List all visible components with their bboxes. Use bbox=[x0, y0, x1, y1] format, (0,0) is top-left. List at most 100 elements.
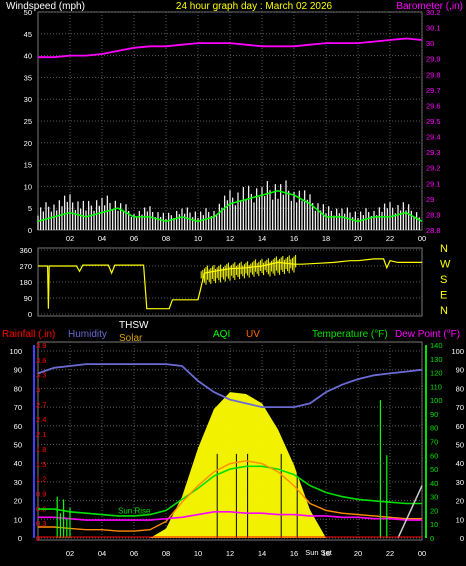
wind-x-tick: 08 bbox=[162, 234, 170, 243]
humidity-y-tick: 40 bbox=[14, 459, 22, 468]
humidity-y-tick: 50 bbox=[14, 441, 22, 450]
temperature-y-tick: 30 bbox=[430, 493, 438, 502]
graph-title: 24 hour graph day : March 02 2026 bbox=[176, 1, 333, 12]
temperature-line bbox=[38, 465, 422, 517]
temperature-y-ticks: 0 10 20 30 40 50 60 70 80 90 100 110 120 130 140 bbox=[430, 341, 443, 543]
legend-temperature: Temperature (°F) bbox=[312, 329, 388, 340]
rainfall-y-tick: 3 bbox=[36, 386, 40, 395]
wind-x-tick: 12 bbox=[226, 234, 234, 243]
barometer-y-tick: 29.4 bbox=[426, 133, 441, 142]
barometer-y-tick: 29.6 bbox=[426, 101, 441, 110]
temperature-y-tick: 130 bbox=[430, 355, 443, 364]
uv-y-tick: 10 bbox=[456, 515, 464, 524]
compass-label: N bbox=[440, 243, 448, 255]
bottom-x-tick: 22 bbox=[386, 549, 394, 558]
wind-x-ticks: 02 04 06 08 10 12 14 16 18 20 22 00 bbox=[66, 234, 426, 243]
bottom-x-tick: 18 bbox=[322, 549, 330, 558]
bottom-x-tick: 06 bbox=[130, 549, 138, 558]
direction-y-ticks: 0 90 180 270 360 bbox=[19, 246, 32, 319]
rainfall-y-tick: 3.6 bbox=[36, 356, 46, 365]
rainfall-y-tick: 2.4 bbox=[36, 415, 46, 424]
barometer-y-tick: 29.8 bbox=[426, 70, 441, 79]
temperature-y-tick: 0 bbox=[430, 534, 434, 543]
temperature-y-tick: 50 bbox=[430, 465, 438, 474]
wind-x-tick: 06 bbox=[130, 234, 138, 243]
barometer-line bbox=[38, 37, 423, 59]
uv-y-tick: 50 bbox=[456, 441, 464, 450]
windspeed-axis-title: Windspeed (mph) bbox=[6, 1, 85, 12]
uv-y-tick: 40 bbox=[456, 459, 464, 468]
legend-dew-point: Dew Point (°F) bbox=[395, 329, 460, 340]
bottom-x-tick: 10 bbox=[194, 549, 202, 558]
bottom-x-tick: 16 bbox=[290, 549, 298, 558]
wind-y-tick: 0 bbox=[28, 226, 32, 235]
direction-panel-grid bbox=[38, 249, 422, 315]
direction-y-tick: 270 bbox=[19, 262, 32, 271]
bottom-x-tick: 20 bbox=[354, 549, 362, 558]
rainfall-y-tick: 1.5 bbox=[36, 460, 46, 469]
barometer-y-tick: 28.9 bbox=[426, 210, 441, 219]
wind-y-tick: 40 bbox=[24, 52, 32, 61]
humidity-y-tick: 0 bbox=[18, 534, 22, 543]
barometer-y-tick: 29.5 bbox=[426, 117, 441, 126]
humidity-y-ticks: 0 10 20 30 40 50 60 70 80 90 100 bbox=[9, 347, 22, 543]
rainfall-y-tick: 3.3 bbox=[36, 371, 46, 380]
wind-y-ticks: 0 5 10 15 20 25 30 35 40 45 50 bbox=[24, 8, 32, 235]
bottom-x-tick: 08 bbox=[162, 549, 170, 558]
bottom-x-tick: 04 bbox=[98, 549, 106, 558]
uv-y-tick: 80 bbox=[456, 384, 464, 393]
wind-y-tick: 5 bbox=[28, 204, 32, 213]
barometer-axis-title: Barometer (,in) bbox=[396, 1, 463, 12]
wind-y-tick: 45 bbox=[24, 30, 32, 39]
temperature-y-tick: 40 bbox=[430, 479, 438, 488]
compass-label: S bbox=[440, 274, 447, 286]
sunset-label: Sun Set bbox=[305, 548, 333, 557]
barometer-y-tick: 29.9 bbox=[426, 55, 441, 64]
wind-x-tick: 20 bbox=[354, 234, 362, 243]
legend-solar: Solar bbox=[119, 333, 143, 344]
legend-rainfall: Rainfall (,in) bbox=[2, 329, 55, 340]
direction-y-tick: 0 bbox=[28, 310, 32, 319]
sunrise-label: Sun Rise bbox=[118, 506, 151, 515]
wind-x-tick: 18 bbox=[322, 234, 330, 243]
bottom-x-tick: 12 bbox=[226, 549, 234, 558]
uv-y-tick: 0 bbox=[460, 534, 464, 543]
uv-y-tick: 100 bbox=[451, 347, 464, 356]
uv-y-tick: 60 bbox=[456, 422, 464, 431]
humidity-y-tick: 100 bbox=[9, 347, 22, 356]
barometer-y-ticks: 28.8 28.9 29 29.1 29.2 29.3 29.4 29.5 29.6 29.7 29… bbox=[426, 8, 441, 235]
temperature-y-tick: 90 bbox=[430, 410, 438, 419]
legend-humidity: Humidity bbox=[68, 329, 107, 340]
uv-y-tick: 70 bbox=[456, 403, 464, 412]
wind-x-tick: 10 bbox=[194, 234, 202, 243]
humidity-y-tick: 10 bbox=[14, 515, 22, 524]
rainfall-y-tick: 1.2 bbox=[36, 475, 46, 484]
barometer-y-tick: 29 bbox=[426, 195, 434, 204]
wind-y-tick: 20 bbox=[24, 139, 32, 148]
wind-y-tick: 25 bbox=[24, 117, 32, 126]
barometer-y-tick: 29.1 bbox=[426, 179, 441, 188]
uv-y-tick: 90 bbox=[456, 366, 464, 375]
temperature-y-tick: 120 bbox=[430, 369, 443, 378]
humidity-y-tick: 60 bbox=[14, 422, 22, 431]
uv-y-tick: 30 bbox=[456, 478, 464, 487]
legend-aqi: AQI bbox=[213, 329, 230, 340]
direction-series-group bbox=[38, 255, 422, 310]
bottom-x-ticks: 02 04 06 08 10 12 14 16 18 20 22 00 bbox=[66, 549, 426, 558]
rainfall-y-tick: 2.7 bbox=[36, 400, 46, 409]
windspeed-average-line bbox=[37, 190, 423, 223]
solar-area bbox=[38, 392, 422, 538]
wind-y-tick: 15 bbox=[24, 161, 32, 170]
wind-y-tick: 10 bbox=[24, 182, 32, 191]
compass-label: E bbox=[440, 290, 447, 302]
wind-y-tick: 50 bbox=[24, 8, 32, 17]
uv-y-tick: 20 bbox=[456, 497, 464, 506]
temperature-y-tick: 10 bbox=[430, 520, 438, 529]
uv-line bbox=[397, 485, 423, 539]
barometer-y-tick: 28.8 bbox=[426, 226, 441, 235]
rainfall-y-tick: 3.9 bbox=[36, 341, 46, 350]
barometer-y-tick: 30.2 bbox=[426, 8, 441, 17]
barometer-y-tick: 29.2 bbox=[426, 164, 441, 173]
thsw-line bbox=[38, 460, 422, 532]
